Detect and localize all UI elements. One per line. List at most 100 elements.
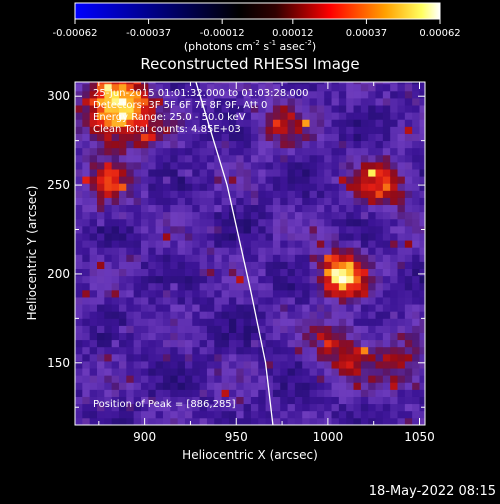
heatmap-cell xyxy=(280,183,288,191)
heatmap-cell xyxy=(412,410,420,419)
heatmap-cell xyxy=(294,368,303,376)
heatmap-cell xyxy=(155,311,164,319)
heatmap-cell xyxy=(390,382,398,390)
heatmap-cell xyxy=(140,318,149,326)
heatmap-cell xyxy=(140,211,149,220)
heatmap-cell xyxy=(353,90,362,99)
heatmap-cell xyxy=(316,161,325,170)
heatmap-cell xyxy=(412,282,420,291)
heatmap-cell xyxy=(287,218,296,227)
heatmap-cell xyxy=(82,410,91,419)
heatmap-cell xyxy=(346,211,354,220)
heatmap-cell xyxy=(316,105,325,113)
heatmap-cell xyxy=(199,225,208,234)
heatmap-cell xyxy=(353,368,362,376)
heatmap-cell xyxy=(118,211,127,220)
heatmap-cell xyxy=(184,297,193,305)
heatmap-cell xyxy=(170,254,179,262)
heatmap-cell xyxy=(214,240,222,248)
heatmap-cell xyxy=(162,410,171,419)
heatmap-cell xyxy=(133,304,142,312)
heatmap-cell xyxy=(375,361,384,369)
heatmap-cell xyxy=(302,410,310,419)
heatmap-cell xyxy=(140,225,149,234)
heatmap-cell xyxy=(162,126,171,134)
heatmap-cell xyxy=(126,410,135,419)
heatmap-cell xyxy=(148,417,157,425)
heatmap-cell xyxy=(184,133,193,142)
heatmap-cell xyxy=(228,119,237,127)
heatmap-cell xyxy=(280,126,288,134)
heatmap-cell xyxy=(331,382,340,390)
heatmap-cell xyxy=(368,261,376,270)
heatmap-cell xyxy=(206,375,215,383)
heatmap-cell xyxy=(221,233,230,241)
heatmap-cell xyxy=(302,154,310,163)
heatmap-cell xyxy=(111,133,120,142)
heatmap-cell xyxy=(96,126,105,134)
heatmap-cell xyxy=(140,304,149,312)
heatmap-cell xyxy=(214,361,222,369)
heatmap-cell xyxy=(162,82,171,85)
heatmap-cell xyxy=(82,275,91,284)
heatmap-cell xyxy=(126,147,135,156)
heatmap-cell xyxy=(170,346,179,355)
heatmap-cell xyxy=(272,211,281,220)
heatmap-cell xyxy=(258,211,266,220)
heatmap-cell xyxy=(375,403,384,412)
heatmap-cell xyxy=(250,83,259,92)
heatmap-cell xyxy=(375,147,384,156)
heatmap-cell xyxy=(272,339,281,348)
heatmap-cell xyxy=(96,247,105,255)
heatmap-cell xyxy=(419,282,425,291)
heatmap-cell xyxy=(126,204,135,213)
heatmap-cell xyxy=(331,97,340,106)
heatmap-cell xyxy=(214,389,222,397)
heatmap-cell xyxy=(280,169,288,177)
heatmap-cell xyxy=(133,346,142,355)
heatmap-cell xyxy=(338,275,347,284)
heatmap-cell xyxy=(221,375,230,383)
heatmap-cell xyxy=(331,261,340,270)
heatmap-cell xyxy=(177,417,186,425)
heatmap-cell xyxy=(294,218,303,227)
heatmap-cell xyxy=(184,318,193,326)
heatmap-cell xyxy=(221,318,230,326)
heatmap-cell xyxy=(338,268,347,277)
heatmap-cell xyxy=(294,403,303,412)
heatmap-cell xyxy=(331,154,340,163)
heatmap-cell xyxy=(390,147,398,156)
heatmap-cell xyxy=(111,403,120,412)
heatmap-cell xyxy=(280,218,288,227)
heatmap-cell xyxy=(155,389,164,397)
heatmap-cell xyxy=(412,375,420,383)
heatmap-cell xyxy=(302,254,310,262)
heatmap-cell xyxy=(148,403,157,412)
heatmap-cell xyxy=(118,311,127,319)
heatmap-cell xyxy=(96,261,105,270)
heatmap-cell xyxy=(258,396,266,405)
heatmap-cell xyxy=(324,346,332,355)
heatmap-cell xyxy=(82,332,91,341)
heatmap-cell xyxy=(221,90,230,99)
heatmap-cell xyxy=(346,140,354,149)
heatmap-cell xyxy=(75,396,83,405)
heatmap-cell xyxy=(397,233,406,241)
heatmap-cell xyxy=(368,247,376,255)
heatmap-cell xyxy=(118,240,127,248)
heatmap-cell xyxy=(162,389,171,397)
heatmap-cell xyxy=(250,218,259,227)
heatmap-cell xyxy=(412,403,420,412)
heatmap-cell xyxy=(148,119,157,127)
heatmap-cell xyxy=(214,147,222,156)
heatmap-cell xyxy=(228,311,237,319)
heatmap-cell xyxy=(199,289,208,298)
heatmap-cell xyxy=(199,332,208,341)
heatmap-cell xyxy=(111,112,120,120)
heatmap-cell xyxy=(75,297,83,305)
heatmap-cell xyxy=(258,361,266,369)
heatmap-cell xyxy=(412,112,420,120)
heatmap-cell xyxy=(162,105,171,113)
heatmap-cell xyxy=(104,289,113,298)
heatmap-cell xyxy=(133,261,142,270)
